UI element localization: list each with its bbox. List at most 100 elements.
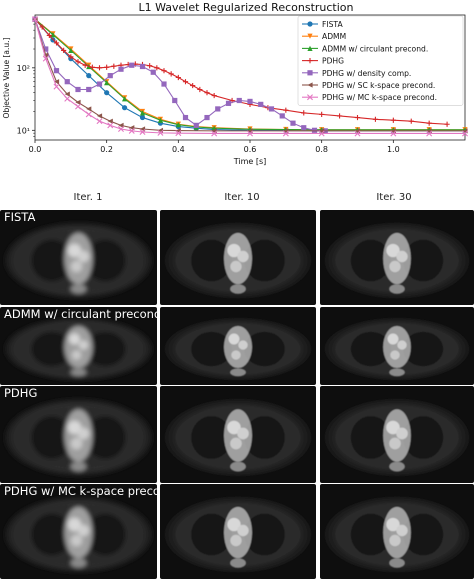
data-point (104, 80, 110, 86)
legend-entry: FISTA (302, 20, 343, 29)
data-point (75, 59, 81, 65)
data-point (462, 130, 468, 137)
data-point (390, 130, 397, 137)
legend-marker (307, 33, 313, 39)
legend-entry: PDHG w/ density comp. (302, 69, 411, 78)
data-point (118, 126, 124, 132)
data-point (282, 130, 289, 137)
mri-image (4, 398, 153, 477)
data-point (247, 130, 253, 137)
data-point (426, 130, 433, 137)
data-point (53, 79, 60, 85)
col-title-iter-1: Iter. 1 (73, 192, 103, 203)
data-point (172, 97, 178, 104)
y-axis-label: Objective Value [a.u.] (2, 37, 11, 118)
data-point (139, 114, 146, 121)
data-point (150, 69, 156, 75)
data-point (64, 79, 70, 85)
data-point (139, 63, 146, 70)
mri-panel: ADMM w/ circulant precond. (0, 307, 157, 385)
data-point (147, 63, 153, 69)
series-x (32, 16, 468, 137)
mri-image (4, 496, 153, 573)
data-point (104, 64, 110, 70)
data-point (139, 129, 146, 135)
data-point (86, 86, 92, 93)
legend-label: PDHG (322, 57, 344, 66)
data-point (354, 114, 361, 121)
data-point (75, 99, 81, 105)
data-point (96, 81, 103, 87)
data-point (104, 90, 110, 96)
mri-panel (320, 484, 474, 579)
legend-marker (307, 70, 313, 76)
mri-panel (320, 307, 474, 385)
data-point (408, 118, 414, 124)
data-point (319, 111, 325, 117)
legend-marker (307, 94, 313, 101)
data-point (175, 74, 181, 81)
data-point (215, 106, 221, 112)
data-point (82, 62, 88, 68)
chart-legend: FISTA ADMM ADMM w/ circulant precond. PDHG P… (297, 15, 464, 106)
data-point (157, 117, 164, 123)
series-plus (32, 16, 450, 127)
legend-entry: ADMM (302, 32, 346, 41)
mri-panel: FISTA (0, 210, 157, 305)
data-point (279, 113, 285, 119)
col-title-iter-10: Iter. 10 (224, 192, 260, 203)
mri-panel (160, 386, 316, 483)
data-point (139, 110, 146, 116)
col-title-iter-30: Iter. 30 (376, 192, 412, 203)
data-point (53, 68, 60, 74)
data-point (121, 96, 128, 102)
data-point (61, 47, 67, 53)
legend-marker (307, 45, 313, 51)
data-point (107, 73, 113, 79)
data-point (96, 118, 103, 125)
data-point (32, 16, 38, 23)
mri-panel: PDHG (0, 386, 157, 483)
data-point (75, 103, 81, 110)
mri-image (4, 317, 153, 381)
data-point (268, 106, 275, 112)
x-tick-label: 0.0 (29, 145, 42, 154)
data-point (182, 114, 189, 121)
data-point (129, 62, 135, 68)
x-tick-label: 0.6 (244, 145, 257, 154)
row-label: ADMM w/ circulant precond. (4, 307, 157, 321)
data-point (204, 90, 210, 96)
legend-label: PDHG w/ density comp. (322, 69, 411, 78)
data-point (301, 125, 307, 131)
data-point (182, 79, 189, 85)
mri-image (164, 398, 312, 477)
x-tick-label: 0.4 (172, 145, 185, 154)
data-point (390, 117, 396, 123)
data-point (197, 86, 203, 93)
data-point (64, 95, 71, 102)
data-point (211, 130, 218, 137)
data-point (354, 130, 361, 137)
data-point (43, 52, 49, 58)
legend-entry: PDHG w/ SC k-space precond. (302, 81, 435, 90)
data-point (121, 105, 128, 111)
legend-label: ADMM w/ circulant precond. (322, 44, 428, 53)
data-point (64, 91, 70, 97)
legend-label: ADMM (322, 32, 346, 41)
data-point (444, 121, 450, 127)
convergence-chart: L1 Wavelet Regularized Reconstruction 0.… (2, 1, 468, 166)
mri-panel (160, 307, 316, 385)
data-point (372, 116, 379, 122)
mri-image (324, 222, 470, 299)
mri-image (4, 222, 153, 299)
data-point (128, 127, 135, 134)
data-point (96, 65, 103, 71)
mri-image (164, 496, 312, 573)
data-point (75, 86, 81, 93)
series-lines (32, 16, 468, 137)
row-label: PDHG w/ MC k-space precond. (4, 484, 157, 498)
data-point (168, 71, 174, 77)
data-point (86, 106, 92, 112)
mri-image (324, 398, 470, 477)
legend-entry: PDHG w/ MC k-space precond. (302, 93, 437, 102)
